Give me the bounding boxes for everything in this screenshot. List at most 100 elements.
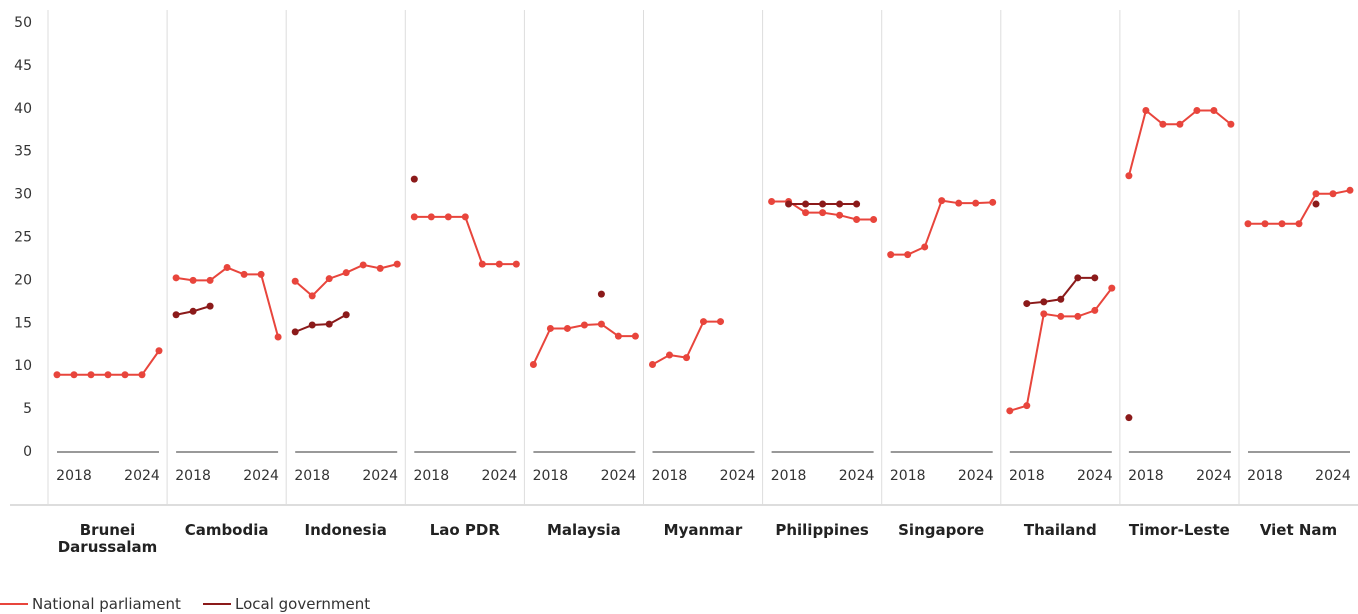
legend-label: National parliament xyxy=(32,595,181,613)
series-line xyxy=(294,313,347,333)
y-tick-label: 5 xyxy=(23,401,32,417)
point xyxy=(1142,107,1150,115)
point xyxy=(1108,284,1116,292)
point xyxy=(938,197,946,205)
series-line xyxy=(414,215,517,266)
y-tick-label: 40 xyxy=(14,101,32,117)
point xyxy=(206,302,214,310)
point xyxy=(1040,298,1048,306)
panel-label: Viet Nam xyxy=(1259,521,1338,539)
point xyxy=(819,200,827,208)
point xyxy=(1074,312,1082,320)
y-tick-label: 10 xyxy=(14,358,32,374)
point xyxy=(427,213,435,221)
point xyxy=(1193,107,1201,115)
point xyxy=(461,213,469,221)
point xyxy=(70,371,78,379)
point xyxy=(563,324,571,332)
point xyxy=(104,371,112,379)
point xyxy=(1159,120,1167,128)
point xyxy=(1346,186,1354,194)
point xyxy=(138,371,146,379)
point xyxy=(1040,310,1048,318)
point xyxy=(478,260,486,268)
point xyxy=(376,264,384,272)
point xyxy=(1023,300,1031,308)
x-tick-label: 2018 xyxy=(294,468,330,484)
panel-label: Indonesia xyxy=(304,521,387,539)
point xyxy=(1006,407,1014,415)
point xyxy=(853,200,861,208)
point xyxy=(955,199,963,207)
point xyxy=(1295,220,1303,228)
point xyxy=(257,270,265,278)
x-tick-label: 2018 xyxy=(56,468,92,484)
point xyxy=(308,321,316,329)
point xyxy=(597,290,605,298)
point xyxy=(785,200,793,208)
point xyxy=(1210,107,1218,115)
point xyxy=(1312,200,1320,208)
point xyxy=(1091,306,1099,314)
x-tick-label: 2024 xyxy=(124,468,160,484)
point xyxy=(904,251,912,259)
y-tick-label: 50 xyxy=(14,15,32,31)
legend-swatch xyxy=(0,603,28,605)
x-tick-label: 2018 xyxy=(175,468,211,484)
point xyxy=(495,260,503,268)
point xyxy=(189,276,197,284)
point xyxy=(512,260,520,268)
point xyxy=(921,243,929,251)
panel-label: Timor-Leste xyxy=(1128,521,1230,539)
panel-label: Singapore xyxy=(898,521,985,539)
y-tick-label: 25 xyxy=(14,230,32,246)
point xyxy=(342,311,350,319)
point xyxy=(444,213,452,221)
x-tick-label: 2018 xyxy=(413,468,449,484)
y-tick-label: 35 xyxy=(14,144,32,160)
y-tick-label: 45 xyxy=(14,58,32,74)
point xyxy=(1074,274,1082,282)
point xyxy=(819,209,827,217)
point xyxy=(580,321,588,329)
point xyxy=(853,215,861,223)
x-tick-label: 2018 xyxy=(652,468,688,484)
point xyxy=(1125,172,1133,180)
point xyxy=(189,307,197,315)
legend-item: National parliament xyxy=(0,595,181,613)
point xyxy=(359,261,367,269)
point xyxy=(1057,295,1065,303)
x-tick-label: 2024 xyxy=(958,468,994,484)
point xyxy=(1091,274,1099,282)
y-tick-label: 20 xyxy=(14,272,32,288)
point xyxy=(1227,120,1235,128)
point xyxy=(989,198,997,206)
point xyxy=(631,332,639,340)
point xyxy=(1023,402,1031,410)
point xyxy=(546,324,554,332)
x-tick-label: 2024 xyxy=(839,468,875,484)
point xyxy=(768,197,776,205)
point xyxy=(172,311,180,319)
point xyxy=(802,209,810,217)
point xyxy=(1176,120,1184,128)
point xyxy=(836,200,844,208)
point xyxy=(410,175,418,183)
point xyxy=(342,269,350,277)
legend-item: Local government xyxy=(203,595,370,613)
point xyxy=(155,347,163,355)
point xyxy=(666,351,673,359)
point xyxy=(87,371,95,379)
x-tick-label: 2018 xyxy=(771,468,807,484)
point xyxy=(1261,220,1269,228)
point xyxy=(1312,190,1320,198)
point xyxy=(972,199,980,207)
point xyxy=(1329,190,1337,198)
x-tick-label: 2024 xyxy=(362,468,398,484)
point xyxy=(53,371,61,379)
point xyxy=(870,215,878,223)
series-line xyxy=(1127,108,1232,176)
point xyxy=(410,213,418,221)
panel-label: Cambodia xyxy=(184,521,269,539)
